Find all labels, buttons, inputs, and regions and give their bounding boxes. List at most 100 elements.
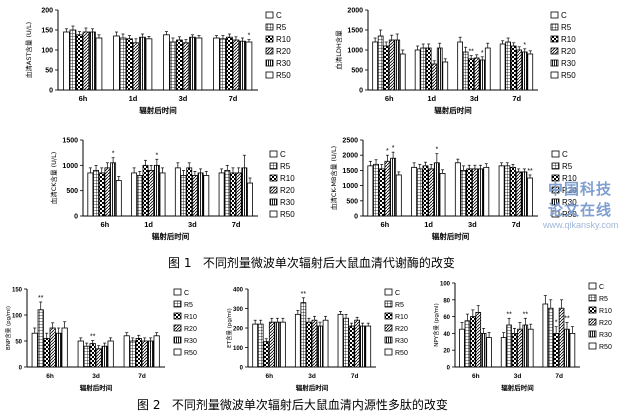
y-tick-label: 50	[15, 340, 22, 346]
significance-mark: *	[248, 33, 251, 40]
bar-R5-6h	[257, 323, 264, 368]
bar-R30-6h	[394, 39, 401, 91]
x-axis-label: 辐射后时间	[434, 105, 472, 115]
bar-R10-7d	[135, 337, 142, 368]
bar-C-7d	[542, 303, 549, 368]
x-tick-label: 6h	[385, 94, 394, 103]
bar-R5-6h	[377, 35, 384, 91]
y-tick-label: 1500	[342, 168, 358, 175]
legend-swatch-R10	[173, 312, 182, 320]
legend-label-R30: R30	[395, 338, 408, 345]
x-tick-label: 6h	[100, 220, 109, 229]
bar-R20-6h	[82, 31, 90, 91]
bar-R5-1d	[136, 175, 143, 217]
x-tick-label: 7d	[229, 94, 238, 103]
legend: C R5 R10 R20 R30 R50	[269, 150, 295, 219]
legend-label-R10: R10	[562, 174, 577, 183]
bar-R5-7d	[547, 307, 554, 368]
x-tick-label: 7d	[512, 94, 521, 103]
bar-R5-1d	[416, 168, 423, 217]
bar-R20-3d	[95, 348, 102, 368]
bar-R50-7d	[527, 53, 534, 91]
bar-R20-7d	[558, 307, 565, 368]
bar-R5-6h	[464, 320, 471, 368]
bar-R5-3d	[169, 41, 177, 91]
y-tick-label: 150	[12, 288, 23, 294]
bar-C-3d	[500, 337, 507, 368]
x-tick-label: 3d	[179, 94, 188, 103]
figure1-caption: 图 1 不同剂量微波单次辐射后大鼠血清代谢酶的改变	[168, 254, 455, 271]
x-tick-label: 7d	[232, 220, 241, 229]
x-axis-label: 辐射后时间	[80, 383, 113, 392]
y-tick-label: 0	[19, 366, 23, 372]
bar-R5-3d	[506, 324, 512, 368]
legend-label-R50: R50	[395, 350, 408, 357]
bar-R50-3d	[195, 37, 203, 91]
legend-swatch-C	[265, 11, 274, 19]
bar-R10-3d	[468, 58, 475, 91]
watermark: 中国科技论文在线 www.qikansky.com	[543, 178, 619, 230]
bar-R5-7d	[129, 340, 136, 368]
bar-R5-7d	[343, 317, 349, 368]
bar-R30-7d	[564, 328, 570, 368]
legend-swatch-R10	[384, 312, 393, 320]
x-axis-label: 辐射后时间	[432, 231, 470, 241]
legend-swatch-R5	[265, 23, 274, 31]
bar-R5-3d	[460, 169, 467, 217]
bar-R50-1d	[145, 38, 153, 91]
significance-mark: *	[555, 320, 558, 327]
y-tick-label: 500	[66, 188, 78, 195]
legend-swatch-R20	[384, 324, 393, 332]
watermark-url: www.qikansky.com	[543, 220, 619, 230]
y-tick-label: 1000	[62, 163, 78, 170]
significance-mark: *	[392, 145, 395, 152]
legend-swatch-C	[551, 150, 560, 158]
bar-C-1d	[131, 172, 138, 217]
legend: C R5 R10 R20 R30 R50	[265, 11, 291, 80]
bar-R30-7d	[241, 167, 248, 217]
significance-mark: *	[155, 152, 158, 159]
bar-R10-7d	[510, 45, 517, 91]
significance-mark: *	[386, 148, 389, 155]
bar-R30-1d	[139, 36, 146, 91]
significance-mark: *	[523, 42, 526, 49]
significance-mark: **	[564, 315, 570, 322]
legend-swatch-R50	[269, 210, 278, 218]
bar-R20-3d	[191, 175, 198, 217]
legend-label-R10: R10	[276, 35, 291, 44]
bar-R5-7d	[224, 169, 231, 217]
legend-label-R5: R5	[184, 302, 193, 309]
x-axis-label: 辐射后时间	[296, 383, 329, 392]
bar-R30-3d	[317, 325, 323, 368]
legend-swatch-R30	[173, 336, 182, 344]
legend-swatch-R30	[269, 198, 278, 206]
legend-label-R50: R50	[280, 210, 295, 219]
chart-5: 0 50 100 150 BNP含量 (pg/ml) 6h 3d 7d ** ** 辐射后时间 C R5…	[4, 288, 197, 393]
y-tick-label: 100	[440, 282, 451, 288]
legend: C R5 R10 R20 R30 R50	[550, 11, 576, 80]
bar-R20-7d	[232, 39, 240, 91]
watermark-title: 中国科技论文在线	[547, 181, 612, 219]
bar-R50-7d	[247, 182, 253, 217]
bar-R50-1d	[159, 172, 166, 217]
bar-R10-1d	[126, 38, 133, 91]
bar-C-3d	[163, 34, 170, 91]
legend-swatch-R30	[265, 59, 274, 67]
bar-R10-7d	[226, 36, 233, 91]
legend-label-R20: R20	[561, 47, 576, 56]
legend-label-R30: R30	[184, 338, 197, 345]
bar-R10-1d	[142, 164, 149, 217]
bar-R20-1d	[148, 169, 155, 217]
bar-R10-3d	[511, 332, 518, 368]
legend-swatch-C	[173, 288, 182, 296]
legend-swatch-R50	[551, 210, 560, 218]
figure1-caption-number: 图 1	[168, 256, 192, 270]
y-tick-label: 100	[41, 48, 53, 55]
legend-swatch-C	[269, 150, 278, 158]
x-tick-label: 7d	[512, 220, 521, 229]
figure2-caption: 图 2 不同剂量微波单次辐射后大鼠血清内源性多肽的改变	[137, 396, 448, 413]
bar-R50-6h	[115, 180, 122, 217]
bar-R50-6h	[95, 37, 103, 91]
bar-R50-7d	[527, 177, 533, 217]
